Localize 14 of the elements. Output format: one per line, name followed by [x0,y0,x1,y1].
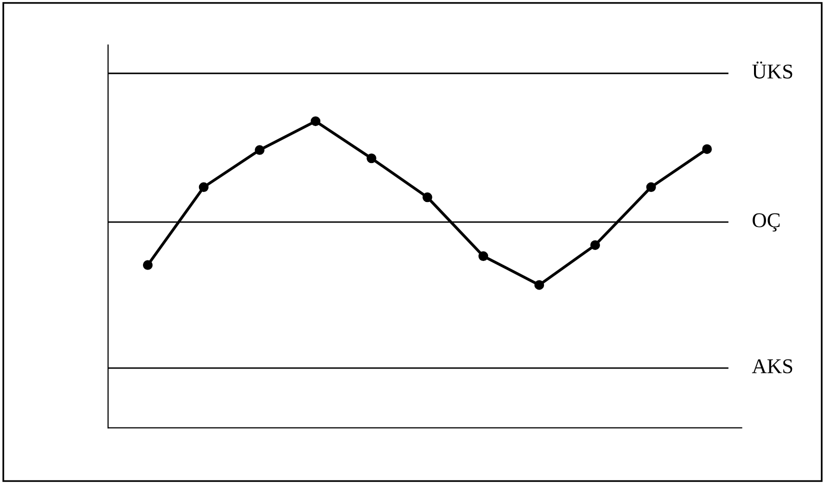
point [198,182,209,192]
point [310,116,320,126]
point [534,280,544,290]
point [590,240,600,250]
ref-line-label: OÇ [752,213,780,232]
point [366,153,376,164]
point [254,145,264,155]
ref-line-label: ÜKS [752,61,792,79]
point [422,192,432,202]
point [142,260,153,270]
ref-line-label: AKS [752,359,792,374]
point [702,144,712,154]
point [646,182,656,192]
point [478,251,488,261]
